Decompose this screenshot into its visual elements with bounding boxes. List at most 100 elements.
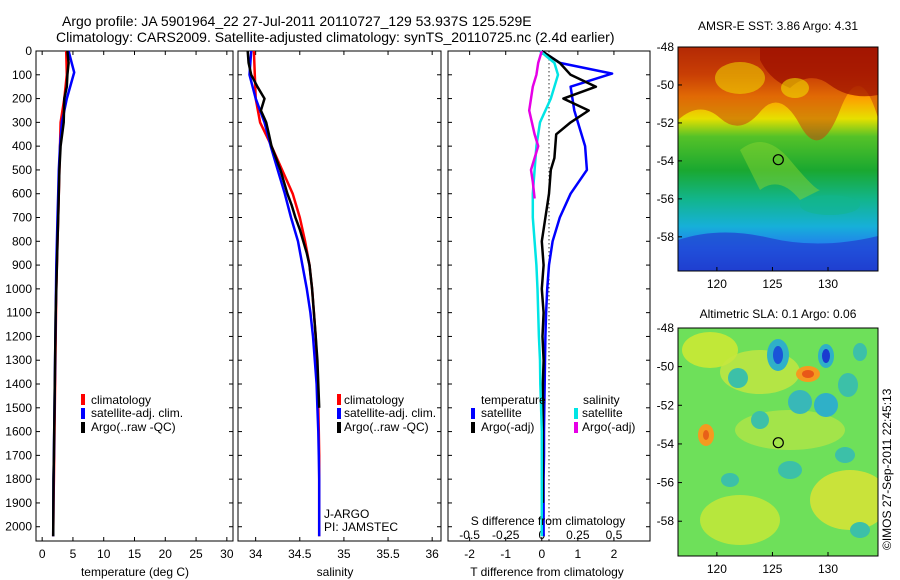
- y-tick-label: 2000: [5, 520, 32, 534]
- y-tick-label: 700: [12, 211, 32, 225]
- difference-x2label: S difference from climatology: [471, 514, 626, 528]
- argo-location-marker: [772, 437, 784, 449]
- legend-label-s-satellite: satellite: [582, 406, 623, 420]
- legend-title-temperature: temperature: [481, 393, 546, 407]
- legend-label-argo: Argo(..raw -QC): [344, 420, 429, 434]
- y-tick-label: -48: [657, 40, 675, 54]
- legend-title-salinity: salinity: [583, 393, 620, 407]
- y-tick-label: 1700: [5, 448, 32, 462]
- x-tick-label: 20: [159, 547, 173, 561]
- salinity-axes-frame: [237, 50, 442, 542]
- x-tick-label: 1: [575, 547, 582, 561]
- sst-map-frame: [677, 46, 879, 272]
- x-tick-label: 10: [97, 547, 111, 561]
- difference-xlabel: T difference from climatology: [470, 565, 624, 579]
- legend-swatch-argo: [81, 422, 85, 433]
- x-tick-label: 130: [818, 562, 838, 576]
- x2-tick-label: -0.5: [459, 528, 480, 542]
- legend-swatch-t-argo: [471, 422, 475, 433]
- y-tick-label: -54: [657, 154, 675, 168]
- legend-swatch-climatology: [337, 394, 341, 405]
- temperature-legend: climatology satellite-adj. clim. Argo(..…: [81, 393, 183, 434]
- x-tick-label: 34.5: [288, 547, 312, 561]
- x-tick-label: -1: [500, 547, 511, 561]
- x-tick-label: 125: [762, 562, 782, 576]
- x-tick-label: 0: [39, 547, 46, 561]
- x-tick-label: 125: [762, 277, 782, 291]
- sla-map-frame: [677, 327, 879, 557]
- series-line: [541, 49, 614, 537]
- legend-swatch-satellite: [81, 408, 85, 419]
- legend-swatch-satellite: [337, 408, 341, 419]
- y-tick-label: 1800: [5, 472, 32, 486]
- legend-swatch-s-satellite: [574, 408, 578, 419]
- series-line: [527, 50, 543, 199]
- salinity-legend: climatology satellite-adj. clim. Argo(..…: [337, 393, 436, 434]
- series-line: [531, 50, 560, 537]
- temperature-panel: 0 5 10 15 20 25 300100200300400500600700800900…: [5, 44, 234, 579]
- sla-map-panel: Altimetric SLA: 0.1 Argo: 0.06: [657, 307, 879, 576]
- sst-heatmap: [678, 47, 878, 271]
- x-tick-label: 25: [189, 547, 203, 561]
- series-line: [248, 50, 321, 537]
- legend-label-satellite: satellite-adj. clim.: [91, 406, 183, 420]
- legend-swatch-climatology: [81, 394, 85, 405]
- series-line: [51, 50, 70, 537]
- y-tick-label: 100: [12, 68, 32, 82]
- y-tick-label: -56: [657, 476, 675, 490]
- y-tick-label: 800: [12, 234, 32, 248]
- y-tick-label: -56: [657, 192, 675, 206]
- y-tick-label: 1000: [5, 282, 32, 296]
- series-line: [540, 49, 598, 503]
- legend-label-s-argo: Argo(-adj): [582, 420, 635, 434]
- y-tick-label: 1300: [5, 353, 32, 367]
- salinity-xlabel: salinity: [317, 565, 354, 579]
- y-tick-label: 1100: [6, 306, 32, 320]
- float-info-line1: J-ARGO: [324, 507, 369, 521]
- y-tick-label: -58: [657, 230, 675, 244]
- x-tick-label: -2: [464, 547, 475, 561]
- legend-label-climatology: climatology: [344, 393, 404, 407]
- x-tick-label: 34: [249, 547, 263, 561]
- x-tick-label: 30: [220, 547, 234, 561]
- x2-tick-label: -0.25: [492, 528, 520, 542]
- x-tick-label: 2: [611, 547, 618, 561]
- x2-tick-label: 0.5: [606, 528, 623, 542]
- legend-swatch-argo: [337, 422, 341, 433]
- sst-map-panel: AMSR-E SST: 3.86 Argo: 4.31 120 125 130 -48…: [657, 19, 879, 291]
- legend-label-argo: Argo(..raw -QC): [91, 420, 176, 434]
- y-tick-label: 1500: [5, 401, 32, 415]
- y-tick-label: 300: [12, 115, 32, 129]
- x-tick-label: 15: [128, 547, 142, 561]
- y-tick-label: 500: [12, 163, 32, 177]
- y-tick-label: -54: [657, 437, 675, 451]
- x-tick-label: 120: [707, 562, 727, 576]
- x-tick-label: 0: [538, 547, 545, 561]
- y-tick-label: -48: [657, 321, 675, 335]
- imos-credit: ©IMOS 27-Sep-2011 22:45:13: [880, 388, 894, 550]
- y-tick-label: 600: [12, 187, 32, 201]
- y-tick-label: 1900: [5, 496, 32, 510]
- legend-label-t-satellite: satellite: [481, 406, 522, 420]
- temperature-xlabel: temperature (deg C): [81, 565, 189, 579]
- y-tick-label: 1200: [5, 329, 32, 343]
- y-tick-label: -52: [657, 398, 675, 412]
- y-tick-label: -50: [657, 360, 675, 374]
- legend-label-t-argo: Argo(-adj): [481, 420, 534, 434]
- y-tick-label: 200: [12, 92, 32, 106]
- argo-location-marker: [772, 154, 784, 166]
- float-info-line2: PI: JAMSTEC: [324, 520, 398, 534]
- y-tick-label: 900: [12, 258, 32, 272]
- sla-map-title: Altimetric SLA: 0.1 Argo: 0.06: [700, 307, 857, 321]
- x-tick-label: 35.5: [376, 547, 400, 561]
- y-tick-label: 400: [12, 139, 32, 153]
- difference-legend: temperature salinity satellite Argo(-adj…: [471, 393, 635, 434]
- y-tick-label: 1400: [5, 377, 32, 391]
- x2-tick-label: 0.25: [566, 528, 590, 542]
- figure-title-line1: Argo profile: JA 5901964_22 27-Jul-2011 …: [62, 13, 532, 29]
- legend-swatch-t-satellite: [471, 408, 475, 419]
- difference-panel: -2 -1 0 1 2-0.5 -0.25 0 0.25 0.5 T difference fr…: [447, 49, 651, 579]
- x-tick-label: 36: [425, 547, 439, 561]
- sla-heatmap: [678, 328, 878, 556]
- y-tick-label: -52: [657, 116, 675, 130]
